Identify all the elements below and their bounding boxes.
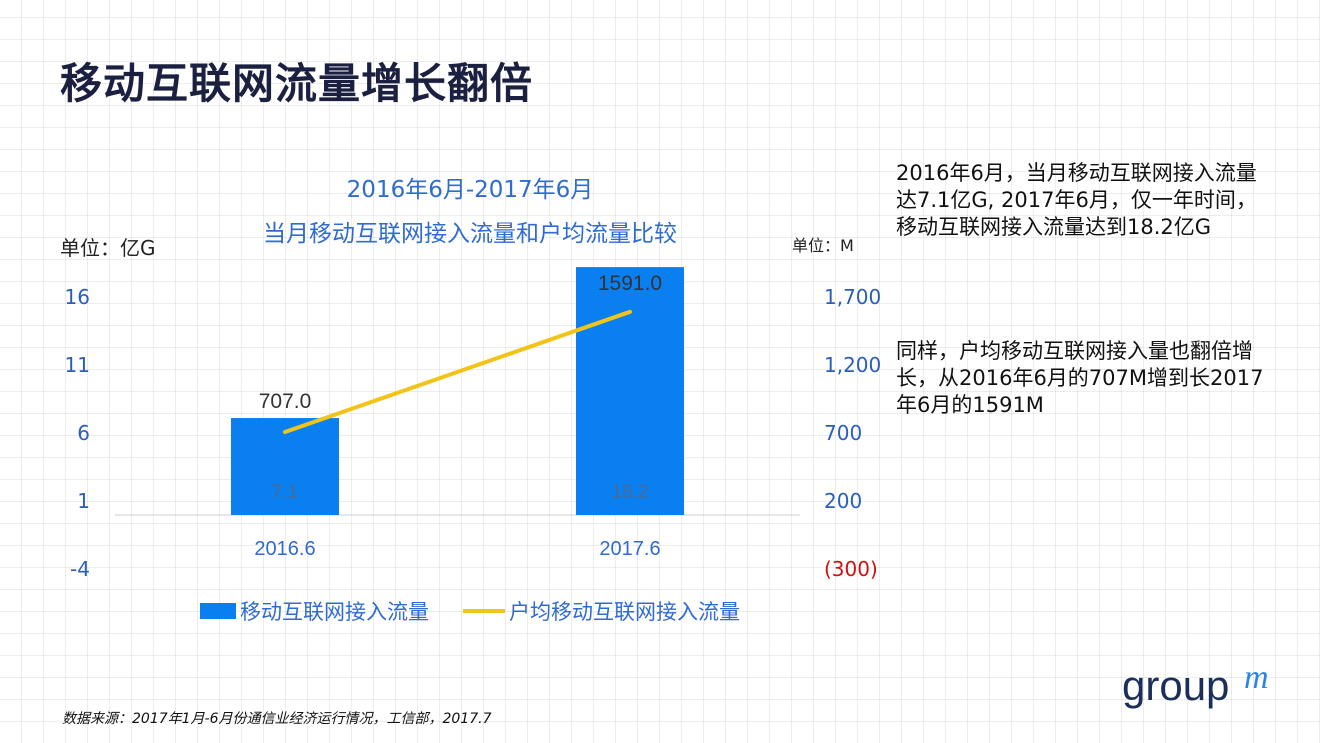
right-axis-unit: 单位：M — [792, 236, 854, 255]
legend-bar-swatch — [200, 603, 236, 619]
line-value-label: 1591.0 — [598, 272, 662, 295]
chart-title-line1: 2016年6月-2017年6月 — [346, 177, 594, 203]
data-source: 数据来源：2017年1月-6月份通信业经济运行情况，工信部，2017.7 — [62, 711, 492, 727]
note-paragraph-2: 同样，户均移动互联网接入量也翻倍增长，从2016年6月的707M增到长2017年… — [896, 339, 1264, 417]
bar-value-label: 7.1 — [272, 482, 298, 503]
left-tick-11: 11 — [64, 353, 90, 377]
category-label-2016.6: 2016.6 — [254, 538, 315, 560]
left-axis-unit: 单位：亿G — [60, 236, 156, 260]
logo-mark: m — [1244, 660, 1269, 696]
category-label-2017.6: 2017.6 — [599, 538, 660, 560]
left-tick-16: 16 — [64, 285, 90, 309]
legend-line-label: 户均移动互联网接入流量 — [509, 600, 740, 624]
line-series — [283, 309, 632, 435]
groupm-logo: group m — [1120, 659, 1290, 724]
legend-bar-label: 移动互联网接入流量 — [240, 600, 429, 624]
legend-line-swatch — [463, 609, 505, 613]
bar-value-label: 18.2 — [612, 482, 649, 503]
right-tick-neg300: (300) — [824, 557, 878, 581]
left-tick-neg4: -4 — [70, 557, 90, 581]
logo-text: group — [1122, 662, 1229, 709]
left-tick-6: 6 — [77, 421, 90, 445]
note-paragraph-1: 2016年6月，当月移动互联网接入流量达7.1亿G, 2017年6月，仅一年时间… — [896, 161, 1257, 239]
line-value-label: 707.0 — [259, 390, 312, 413]
bar-2017.6 — [576, 267, 684, 515]
left-tick-1: 1 — [77, 489, 90, 513]
page-title: 移动互联网流量增长翻倍 — [60, 59, 534, 108]
right-tick-700: 700 — [824, 421, 863, 445]
bar-2016.6 — [231, 418, 339, 515]
chart-title-line2: 当月移动互联网接入流量和户均流量比较 — [263, 221, 677, 247]
right-tick-200: 200 — [824, 489, 863, 513]
right-tick-1200: 1,200 — [824, 353, 882, 377]
groupm-logo-graphic: group m — [1122, 659, 1269, 709]
right-tick-1700: 1,700 — [824, 285, 882, 309]
chart-legend: 移动互联网接入流量 户均移动互联网接入流量 — [200, 596, 740, 626]
